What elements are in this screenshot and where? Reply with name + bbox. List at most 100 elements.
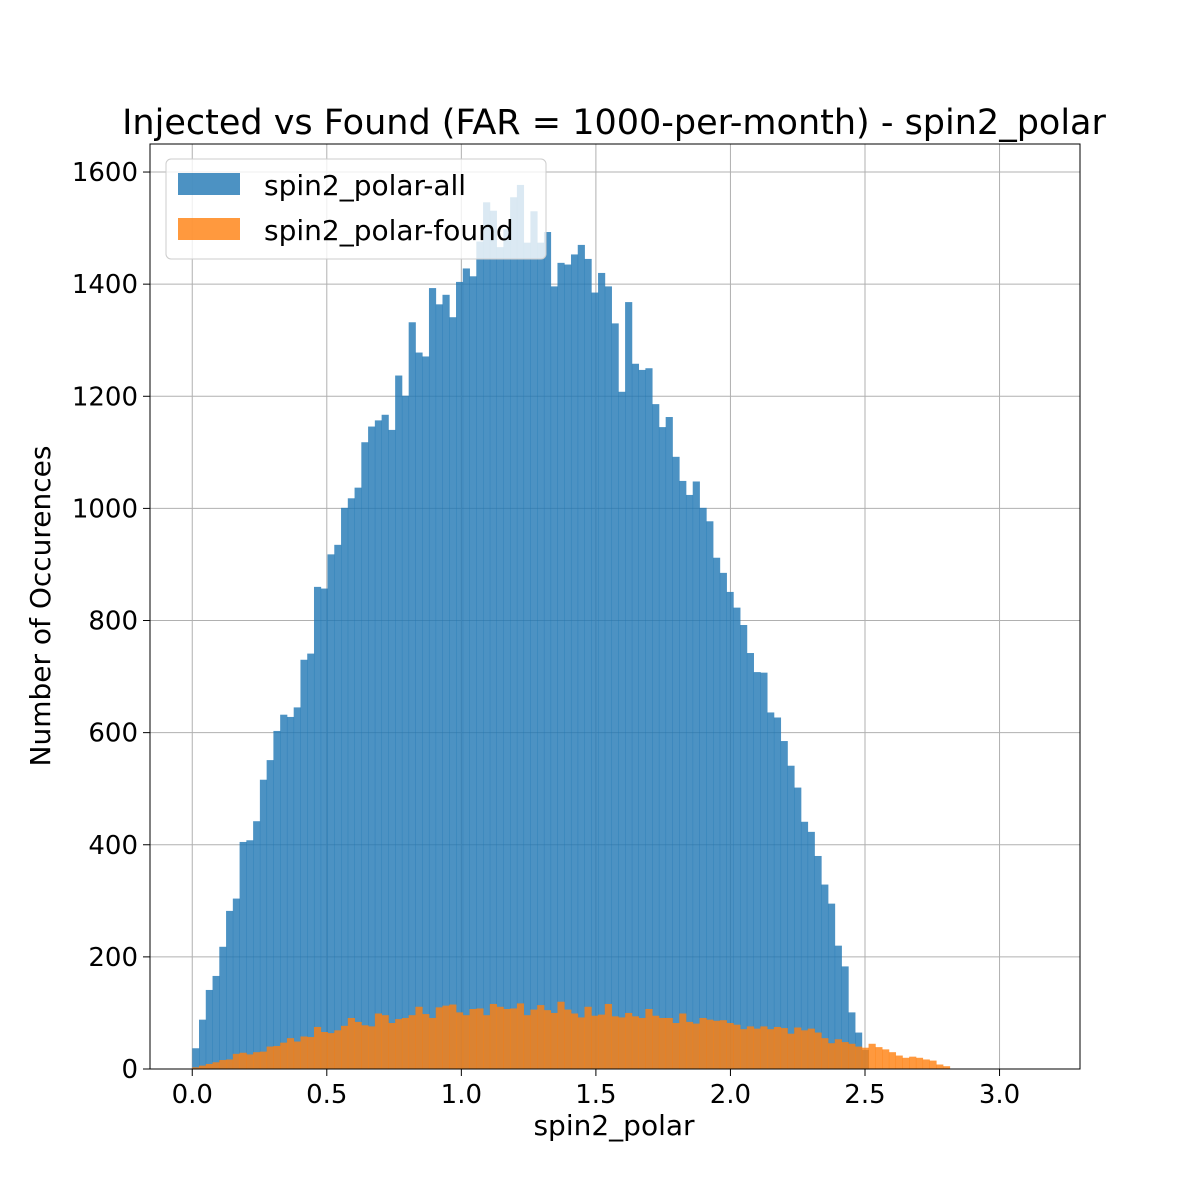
- bar-found: [415, 1006, 423, 1069]
- bar-all: [456, 281, 464, 1070]
- bar-all: [239, 841, 247, 1069]
- bar-found: [780, 1028, 788, 1069]
- x-tick-label: 3.0: [979, 1080, 1020, 1110]
- bar-found: [212, 1062, 220, 1069]
- bar-found: [259, 1051, 268, 1069]
- bar-found: [476, 1008, 484, 1069]
- bar-found: [584, 1006, 592, 1069]
- bar-found: [577, 1017, 585, 1069]
- y-tick-label: 800: [88, 607, 138, 637]
- bar-found: [395, 1019, 403, 1069]
- bar-all: [543, 232, 552, 1070]
- bar-found: [401, 1017, 410, 1069]
- bar-all: [584, 258, 592, 1069]
- bar-found: [875, 1047, 883, 1069]
- bar-found: [929, 1060, 937, 1069]
- bar-found: [219, 1060, 227, 1069]
- bar-all: [368, 426, 376, 1070]
- bar-all: [719, 572, 727, 1069]
- bar-found: [861, 1047, 869, 1069]
- bar-found: [855, 1046, 863, 1069]
- y-tick-label: 400: [88, 831, 138, 861]
- bar-all: [442, 294, 450, 1069]
- bar-all: [821, 884, 829, 1069]
- bar-found: [692, 1023, 700, 1069]
- bar-all: [570, 254, 579, 1069]
- bar-found: [422, 1014, 430, 1069]
- y-tick-label: 1000: [72, 494, 138, 524]
- bar-found: [726, 1023, 734, 1069]
- bar-all: [753, 672, 761, 1069]
- bar-all: [313, 586, 322, 1069]
- bar-found: [598, 1014, 606, 1069]
- bar-found: [503, 1009, 511, 1069]
- bar-found: [800, 1030, 809, 1069]
- bar-all: [476, 241, 484, 1069]
- bar-all: [658, 427, 667, 1069]
- bar-all: [415, 352, 423, 1070]
- bar-all: [408, 322, 416, 1070]
- bar-all: [503, 229, 511, 1069]
- bar-found: [449, 1004, 457, 1069]
- bar-found: [936, 1064, 944, 1069]
- bar-all: [286, 716, 295, 1069]
- bar-found: [510, 1008, 518, 1069]
- bar-all: [746, 653, 754, 1069]
- bar-found: [266, 1046, 274, 1069]
- bar-all: [550, 286, 558, 1070]
- bar-all: [361, 442, 369, 1069]
- bar-all: [679, 480, 687, 1069]
- bar-found: [327, 1033, 335, 1069]
- bar-all: [422, 356, 430, 1069]
- bar-all: [645, 368, 653, 1069]
- bar-found: [483, 1015, 491, 1069]
- bar-found: [915, 1057, 924, 1069]
- bar-all: [773, 717, 782, 1069]
- bar-found: [368, 1026, 376, 1069]
- bar-found: [496, 1006, 504, 1069]
- bar-all: [334, 544, 342, 1069]
- bar-found: [537, 1005, 545, 1069]
- bar-found: [428, 1017, 437, 1069]
- bar-found: [895, 1055, 903, 1069]
- bar-found: [523, 1015, 531, 1069]
- bar-all: [273, 730, 281, 1069]
- bar-all: [205, 989, 213, 1069]
- bar-found: [199, 1065, 207, 1069]
- bar-all: [530, 211, 538, 1070]
- bar-found: [286, 1038, 295, 1069]
- bar-all: [699, 507, 707, 1069]
- legend-label-all: spin2_polar-all: [264, 169, 466, 202]
- bar-all: [435, 304, 443, 1069]
- bar-found: [753, 1028, 761, 1069]
- bar-found: [746, 1026, 754, 1069]
- bar-all: [381, 414, 389, 1070]
- bar-all: [327, 554, 335, 1069]
- legend-swatch-all: [178, 173, 240, 195]
- bar-found: [604, 1003, 612, 1069]
- bar-found: [550, 1012, 558, 1069]
- bar-all: [462, 268, 470, 1069]
- y-tick-label: 1600: [72, 158, 138, 188]
- bar-found: [834, 1039, 842, 1069]
- bars-found-series: [192, 1001, 951, 1069]
- bar-found: [618, 1017, 626, 1069]
- bar-found: [733, 1024, 741, 1069]
- bar-all: [259, 779, 268, 1069]
- bar-all: [827, 903, 836, 1069]
- bar-found: [760, 1026, 768, 1069]
- bar-all: [848, 1012, 856, 1069]
- bar-found: [922, 1059, 930, 1069]
- bar-found: [388, 1023, 396, 1069]
- bar-found: [300, 1036, 308, 1069]
- bar-all: [537, 242, 545, 1069]
- bar-all: [232, 898, 240, 1069]
- bar-found: [192, 1067, 200, 1069]
- chart-title: Injected vs Found (FAR = 1000-per-month)…: [122, 103, 1106, 143]
- bar-found: [631, 1016, 640, 1069]
- legend-label-found: spin2_polar-found: [264, 214, 514, 247]
- bar-all: [807, 831, 815, 1069]
- bar-found: [435, 1007, 443, 1069]
- bar-found: [334, 1030, 342, 1069]
